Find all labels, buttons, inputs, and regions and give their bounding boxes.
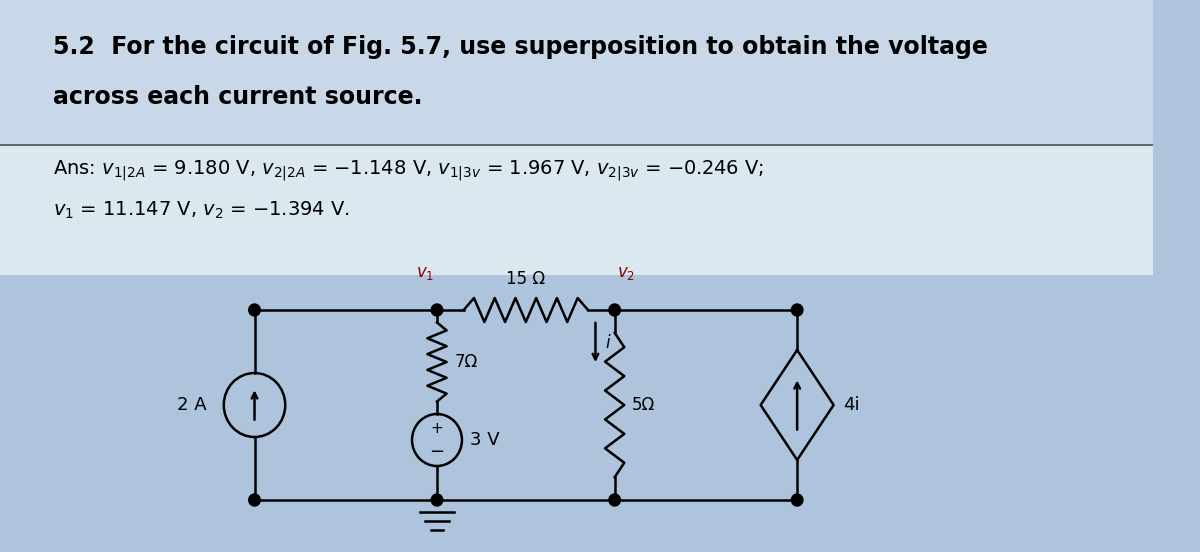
Bar bbox=[0, 0, 1152, 145]
Text: 5Ω: 5Ω bbox=[632, 396, 655, 414]
Text: −: − bbox=[430, 443, 444, 461]
Circle shape bbox=[791, 494, 803, 506]
Text: 15 Ω: 15 Ω bbox=[506, 270, 545, 288]
Text: 7Ω: 7Ω bbox=[455, 353, 478, 371]
Circle shape bbox=[608, 304, 620, 316]
Text: $v_1$: $v_1$ bbox=[416, 264, 434, 282]
Circle shape bbox=[431, 304, 443, 316]
Text: i: i bbox=[605, 333, 610, 352]
Bar bbox=[0, 145, 1152, 275]
Text: 2 A: 2 A bbox=[176, 396, 206, 414]
Text: 4i: 4i bbox=[844, 396, 860, 414]
Circle shape bbox=[431, 494, 443, 506]
Text: $v_2$: $v_2$ bbox=[617, 264, 635, 282]
Circle shape bbox=[608, 494, 620, 506]
Circle shape bbox=[248, 494, 260, 506]
Text: 5.2  For the circuit of Fig. 5.7, use superposition to obtain the voltage: 5.2 For the circuit of Fig. 5.7, use sup… bbox=[53, 35, 988, 59]
Text: $\mathit{v}_1$ = 11.147 V, $\mathit{v}_2$ = −1.394 V.: $\mathit{v}_1$ = 11.147 V, $\mathit{v}_2… bbox=[53, 200, 350, 221]
Text: Ans: $\mathit{v}_{1|2A}$ = 9.180 V, $\mathit{v}_{2|2A}$ = −1.148 V, $\mathit{v}_: Ans: $\mathit{v}_{1|2A}$ = 9.180 V, $\ma… bbox=[53, 158, 764, 183]
Text: 3 V: 3 V bbox=[469, 431, 499, 449]
Circle shape bbox=[791, 304, 803, 316]
Circle shape bbox=[248, 304, 260, 316]
Text: +: + bbox=[431, 421, 443, 436]
Text: across each current source.: across each current source. bbox=[53, 85, 422, 109]
